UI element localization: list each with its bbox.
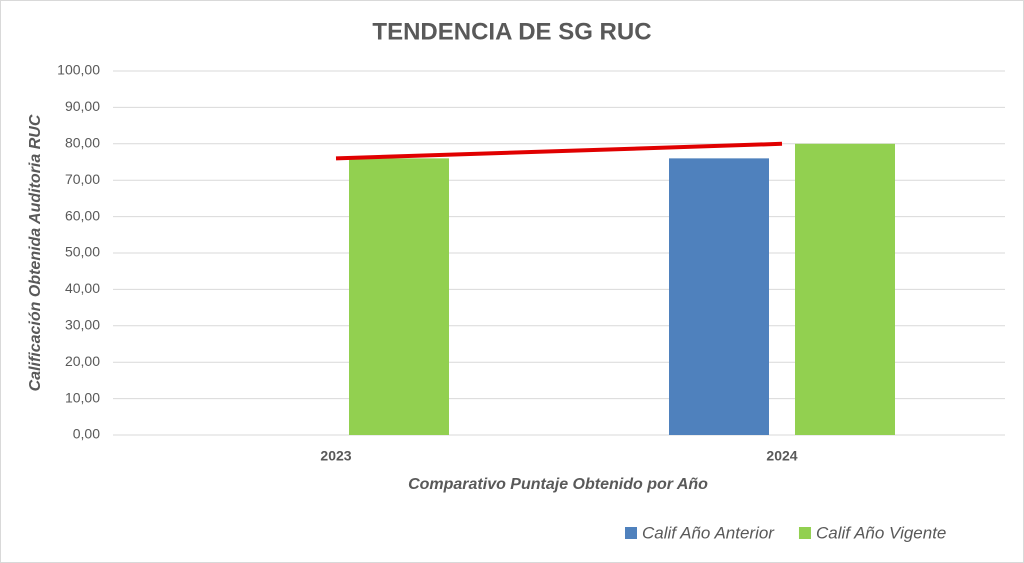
legend-label: Calif Año Anterior — [642, 523, 775, 542]
legend-swatch — [798, 527, 811, 539]
legend-swatch — [625, 527, 637, 539]
y-tick-label: 10,00 — [65, 389, 100, 405]
y-tick-label: 30,00 — [65, 317, 100, 333]
y-tick-label: 80,00 — [65, 135, 100, 151]
bar — [669, 158, 769, 436]
y-tick-label: 60,00 — [65, 207, 100, 223]
y-tick-label: 0,00 — [73, 426, 100, 442]
y-axis-label: Calificación Obtenida Auditoria RUC — [27, 114, 44, 391]
y-tick-label: 50,00 — [65, 244, 100, 260]
x-axis-label: Comparativo Puntaje Obtenido por Año — [408, 476, 708, 493]
chart-title: TENDENCIA DE SG RUC — [372, 18, 651, 45]
legend-label: Calif Año Vigente — [816, 523, 946, 542]
y-tick-label: 40,00 — [65, 280, 100, 296]
y-tick-label: 20,00 — [65, 353, 100, 369]
trend-line — [335, 141, 783, 161]
x-tick-label: 2024 — [766, 448, 797, 464]
bar — [349, 158, 449, 436]
y-tick-label: 100,00 — [57, 62, 100, 78]
x-tick-label: 2023 — [320, 448, 351, 464]
bar — [795, 143, 895, 436]
y-tick-label: 70,00 — [65, 171, 100, 187]
y-tick-label: 90,00 — [65, 98, 100, 114]
